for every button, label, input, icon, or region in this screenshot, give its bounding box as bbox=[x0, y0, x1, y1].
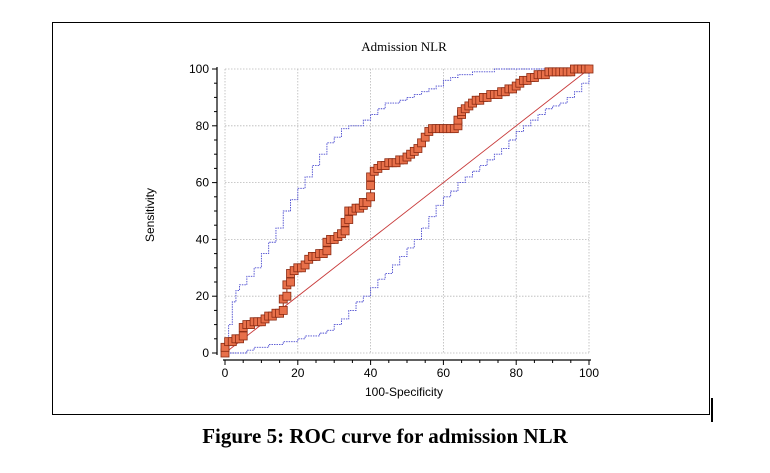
roc-point bbox=[322, 246, 332, 256]
x-tick-label: 0 bbox=[222, 366, 229, 380]
y-axis-label: Sensitivity bbox=[143, 188, 157, 242]
axes bbox=[212, 67, 591, 365]
x-tick-label: 20 bbox=[291, 366, 305, 380]
y-tick-label: 60 bbox=[196, 176, 210, 190]
reference-diagonal bbox=[224, 68, 590, 354]
roc-chart: Admission NLR 0 20 40 60 80 100 0 20 40 60 80 100 1… bbox=[143, 39, 599, 399]
y-tick-label: 80 bbox=[196, 119, 210, 133]
roc-point bbox=[238, 331, 248, 341]
tick-labels: 0 20 40 60 80 100 0 20 40 60 80 100 bbox=[189, 62, 599, 380]
x-tick-label: 80 bbox=[510, 366, 524, 380]
figure-caption: Figure 5: ROC curve for admission NLR bbox=[202, 424, 568, 448]
x-axis-label: 100-Specificity bbox=[365, 385, 443, 399]
x-tick-label: 40 bbox=[364, 366, 378, 380]
frame-corner-tick bbox=[711, 398, 713, 422]
y-tick-label: 40 bbox=[196, 232, 210, 246]
y-tick-label: 20 bbox=[196, 289, 210, 303]
roc-point bbox=[344, 215, 354, 224]
roc-point bbox=[366, 192, 376, 202]
ci-lower-line bbox=[225, 69, 590, 354]
roc-point bbox=[282, 291, 292, 301]
roc-point bbox=[366, 181, 376, 190]
roc-point bbox=[286, 277, 295, 287]
ci-upper-line bbox=[225, 68, 589, 354]
roc-markers bbox=[220, 64, 594, 358]
chart-title: Admission NLR bbox=[361, 39, 447, 54]
figure-frame: Admission NLR 0 20 40 60 80 100 0 20 40 60 80 100 1… bbox=[52, 22, 710, 415]
y-tick-label: 100 bbox=[189, 62, 209, 76]
roc-point bbox=[584, 64, 594, 74]
y-tick-label: 0 bbox=[202, 346, 209, 360]
roc-point bbox=[278, 305, 288, 315]
roc-point bbox=[340, 226, 350, 236]
x-tick-label: 60 bbox=[437, 366, 451, 380]
x-tick-label: 100 bbox=[579, 366, 599, 380]
